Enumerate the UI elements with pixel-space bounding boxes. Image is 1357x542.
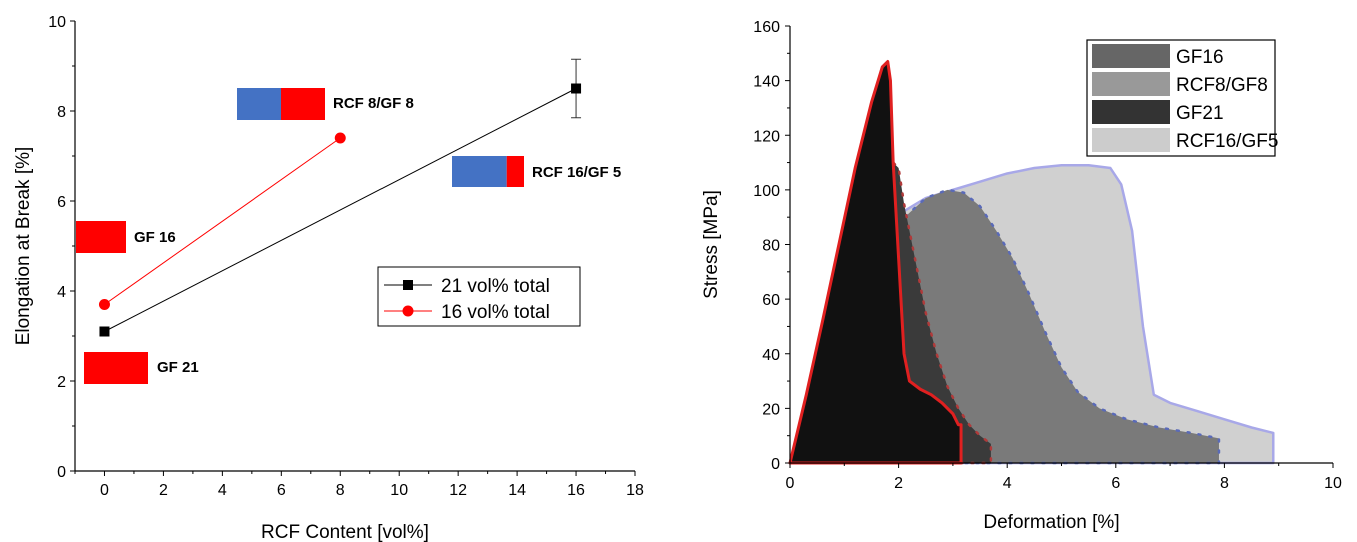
legend-label: GF21 <box>1176 103 1224 124</box>
data-point <box>571 83 582 94</box>
x-tick-label: 8 <box>1220 475 1229 492</box>
composition-label: GF 21 <box>157 359 199 376</box>
legend: 21 vol% total 16 vol% total <box>377 266 581 327</box>
y-tick-label: 100 <box>753 183 780 200</box>
composition-label: RCF 16/GF 5 <box>532 164 621 181</box>
y-tick-label: 8 <box>57 104 66 121</box>
y-tick-label: 4 <box>57 284 66 301</box>
y-tick-label: 20 <box>762 401 780 418</box>
data-point <box>334 132 346 144</box>
data-point <box>99 326 110 337</box>
gf-share-bar <box>506 156 524 187</box>
x-axis-label: RCF Content [vol%] <box>261 522 429 542</box>
x-tick-label: 14 <box>508 482 526 499</box>
x-tick-label: 2 <box>159 482 168 499</box>
x-tick-label: 4 <box>218 482 227 499</box>
legend-swatch <box>1092 72 1170 96</box>
y-tick-label: 6 <box>57 194 66 211</box>
legend-marker <box>403 280 413 290</box>
x-tick-label: 10 <box>1324 475 1342 492</box>
legend-swatch <box>1092 44 1170 68</box>
legend-label: RCF8/GF8 <box>1176 75 1268 96</box>
legend-label: 16 vol% total <box>441 302 550 323</box>
composition-label: RCF 8/GF 8 <box>333 95 414 112</box>
elongation-chart: 0 2 4 6 8 10 0 2 4 6 8 10 12 14 16 18 RCF Content [vol%]… <box>13 14 644 542</box>
legend-swatch <box>1092 100 1170 124</box>
legend-label: RCF16/GF5 <box>1176 131 1278 152</box>
x-tick-label: 2 <box>894 475 903 492</box>
x-tick-label: 6 <box>1111 475 1120 492</box>
y-tick-label: 160 <box>753 19 780 36</box>
y-axis-label: Stress [MPa] <box>701 190 722 299</box>
gf-share-bar <box>84 352 148 384</box>
x-tick-label: 18 <box>626 482 644 499</box>
series-line-1 <box>104 137 341 305</box>
x-tick-label: 0 <box>786 475 795 492</box>
x-tick-label: 12 <box>449 482 467 499</box>
x-tick-label: 16 <box>567 482 585 499</box>
y-axis-label: Elongation at Break [%] <box>13 147 34 346</box>
y-tick-label: 40 <box>762 347 780 364</box>
x-axis-label: Deformation [%] <box>983 512 1119 533</box>
legend-frame <box>377 266 581 327</box>
data-point <box>98 299 110 310</box>
x-tick-label: 8 <box>336 482 345 499</box>
y-tick-label: 60 <box>762 292 780 309</box>
area-series-3 <box>788 60 963 465</box>
x-tick-label: 10 <box>390 482 408 499</box>
x-tick-label: 4 <box>1003 475 1012 492</box>
legend-marker <box>402 305 414 317</box>
x-tick-label: 6 <box>277 482 286 499</box>
x-tick-label: 0 <box>100 482 109 499</box>
series-line-0 <box>104 88 577 332</box>
y-tick-label: 10 <box>48 14 66 31</box>
gf-share-bar <box>281 88 325 120</box>
rcf-share-bar <box>452 156 507 187</box>
y-tick-label: 2 <box>57 374 66 391</box>
legend-swatch <box>1092 128 1170 152</box>
gf-share-bar <box>76 221 126 253</box>
y-tick-label: 0 <box>771 456 780 473</box>
legend-label: 21 vol% total <box>441 276 550 297</box>
legend-label: GF16 <box>1176 47 1224 68</box>
y-tick-label: 140 <box>753 74 780 91</box>
y-tick-label: 0 <box>57 464 66 481</box>
legend: GF16 RCF8/GF8 GF21 RCF16/GF5 <box>1086 39 1278 157</box>
y-tick-label: 80 <box>762 238 780 255</box>
y-tick-label: 120 <box>753 128 780 145</box>
composition-label: GF 16 <box>134 229 176 246</box>
rcf-share-bar <box>237 88 281 120</box>
